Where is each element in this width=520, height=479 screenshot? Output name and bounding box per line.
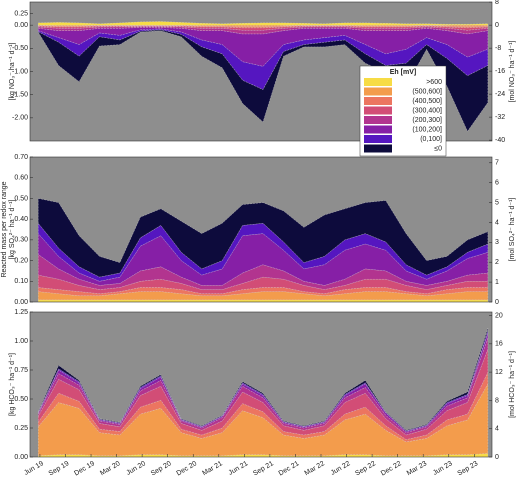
y-tick-label: 1.25 [14,309,28,316]
y2-tick-label: -8 [495,45,501,52]
y2-tick-label: -40 [495,137,505,144]
x-tick-label: Jun 21 [228,460,250,477]
legend-swatch [364,144,392,153]
x-tick-label: Mar 23 [406,460,428,477]
legend-swatch [364,135,392,143]
legend-swatch [364,125,392,134]
y-tick-label: 1.00 [14,338,28,345]
legend-label: (0,100] [420,136,442,143]
x-tick-label: Sep 21 [252,460,275,477]
plot-frame [29,156,493,303]
y2-axis-label: [mol SO₄²⁻ ha⁻¹ d⁻¹] [509,198,516,262]
y2-tick-label: 8 [495,397,499,404]
y-axis-label: [kg HCO₃⁻ ha⁻¹ d⁻¹] [9,353,16,416]
y-tick-label: 0.00 [14,22,28,29]
y-tick-label: -0.50 [12,45,28,52]
legend-label: (100,200] [412,126,442,133]
legend-label: ≤0 [434,145,442,152]
x-tick-label: Dec 20 [175,460,198,477]
y-tick-label: 0.40 [14,216,28,223]
y-tick-label: 0.60 [14,175,28,182]
y-tick-label: 0.70 [14,154,28,161]
y2-tick-label: -16 [495,68,505,75]
legend-swatch [364,106,392,115]
x-tick-label: Jun 19 [23,460,45,477]
x-tick-label: Sep 22 [354,460,377,477]
legend-title: Eh [mV] [390,69,416,76]
y-tick-label: -1.00 [12,68,28,75]
legend-swatch [364,97,392,105]
y-tick-label: 0.20 [14,257,28,264]
y-tick-label: 0.50 [14,396,28,403]
y2-tick-label: 6 [495,180,499,187]
area [38,27,489,67]
area [38,372,489,443]
area [38,299,489,303]
x-tick-label: Sep 23 [457,460,480,477]
y-tick-label: 0.10 [14,278,28,285]
y2-tick-label: 12 [495,369,503,376]
y2-axis-label: [mol NO₃⁻ ha⁻¹ d⁻¹] [509,41,516,103]
y2-tick-label: -24 [495,91,505,98]
x-tick-label: Mar 20 [99,460,121,477]
y2-tick-label: 5 [495,199,499,206]
y2-tick-label: 0 [495,454,499,461]
y-axis-label: [kg NO₃⁻ ha⁻¹ d⁻¹] [9,43,16,101]
x-tick-label: Dec 21 [278,460,301,477]
area [38,328,489,432]
x-tick-label: Mar 22 [304,460,326,477]
y2-tick-label: 4 [495,426,499,433]
y-tick-label: 0.00 [14,454,28,461]
plot-frame [29,311,493,458]
y-tick-label: 0.30 [14,237,28,244]
y-tick-label: 0.50 [14,195,28,202]
x-tick-label: Mar 21 [201,460,223,477]
y2-tick-label: 8 [495,0,499,6]
y2-tick-label: -32 [495,114,505,121]
area [38,198,489,278]
legend-swatch [364,116,392,124]
legend-label: >600 [426,79,442,86]
area [38,28,489,90]
y2-tick-label: 7 [495,160,499,167]
x-tick-label: Dec 19 [73,460,96,477]
legend-label: (300,400] [412,107,442,114]
area [38,332,489,433]
x-tick-label: Jun 23 [432,460,454,477]
y2-tick-label: 0 [495,299,499,306]
legend-label: (200,300] [412,117,442,124]
y-tick-label: 0.00 [14,299,28,306]
y-tick-label: 0.25 [14,10,28,17]
y2-axis-label: [mol HCO₃⁻ ha⁻¹ d⁻¹] [509,351,516,418]
x-tick-label: Sep 20 [150,460,173,477]
y2-tick-label: 1 [495,279,499,286]
y2-tick-label: 2 [495,259,499,266]
legend-label: (500,600] [412,88,442,95]
y-tick-label: 0.75 [14,367,28,374]
x-tick-label: Sep 19 [48,460,71,477]
y-axis-label: [kg SO₄²⁻ ha⁻¹ d⁻¹] [9,200,16,260]
y-tick-label: -1.50 [12,92,28,99]
y2-tick-label: 16 [495,341,503,348]
area [38,254,489,290]
y2-tick-label: 4 [495,219,499,226]
y-tick-label: 0.25 [14,425,28,432]
group-label: Reacted mass per redox range [1,181,8,277]
y-tick-label: -2.00 [12,115,28,122]
y2-tick-label: 20 [495,312,503,319]
y2-tick-label: 0 [495,22,499,29]
legend: Eh [mV] >600 (500,600] (400,500] (300,400] (2… [359,65,447,157]
y2-tick-label: 3 [495,239,499,246]
x-tick-label: Jun 22 [330,460,352,477]
x-tick-label: Dec 22 [380,460,403,477]
x-tick-label: Jun 20 [125,460,147,477]
legend-swatch [364,78,392,86]
legend-swatch [364,87,392,96]
area [38,349,489,440]
legend-label: (400,500] [412,98,442,105]
